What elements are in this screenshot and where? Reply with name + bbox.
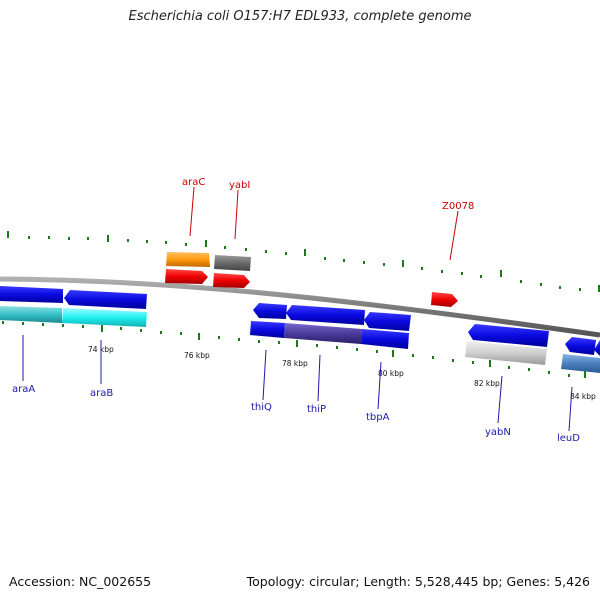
feature-tbpa-cog — [361, 329, 409, 349]
feature-araa-cds — [0, 286, 63, 303]
feature-yabn-cog — [465, 341, 547, 365]
inner-tick-ring — [2, 321, 586, 378]
tick-label-84kbp: 84 kbp — [570, 392, 596, 401]
gene-label-arac: araC — [182, 177, 205, 188]
gene-label-leud: leuD — [557, 433, 580, 444]
feature-leud-cog — [561, 354, 600, 373]
feature-z0078-cds — [431, 292, 458, 307]
feature-thip-cds — [286, 305, 365, 325]
reverse-cog-track — [0, 306, 600, 373]
gene-label-araa: araA — [12, 384, 35, 395]
feature-leuc-cds — [594, 340, 600, 356]
genome-backbone — [0, 276, 600, 338]
accession-text: Accession: NC_002655 — [9, 574, 152, 589]
gene-label-arab: araB — [90, 388, 113, 399]
feature-tbpa-cds — [364, 312, 411, 331]
feature-thiq-cds — [253, 303, 287, 319]
gene-label-thiq: thiQ — [251, 402, 272, 413]
genome-stats-text: Topology: circular; Length: 5,528,445 bp… — [246, 574, 590, 589]
map-title: Escherichia coli O157:H7 EDL933, complet… — [128, 9, 472, 24]
tick-label-82kbp: 82 kbp — [474, 379, 500, 388]
reverse-gene-labels: araA araB thiQ thiP tbpA yabN leuD — [12, 384, 580, 444]
feature-yabi-cds — [213, 273, 250, 288]
feature-araa-cog — [0, 306, 62, 323]
tick-label-78kbp: 78 kbp — [282, 359, 308, 368]
feature-yabi-cog — [214, 255, 251, 271]
gene-label-z0078: Z0078 — [442, 201, 474, 212]
feature-thip-cog — [284, 323, 362, 344]
feature-leud-cds — [565, 337, 596, 355]
forward-cog-track — [166, 252, 251, 271]
tick-label-80kbp: 80 kbp — [378, 369, 404, 378]
forward-gene-labels: araC yabI Z0078 — [182, 177, 474, 212]
feature-arab-cog — [62, 308, 147, 327]
gene-label-yabn: yabN — [485, 427, 511, 438]
forward-cds-track — [165, 269, 458, 307]
feature-yabn-cds — [468, 324, 549, 347]
feature-arab-cds — [64, 290, 147, 309]
reverse-cds-track — [0, 286, 600, 356]
gene-label-yabi: yabI — [229, 180, 250, 191]
feature-arac-cds — [165, 269, 208, 284]
outer-tick-ring — [7, 231, 600, 292]
reverse-label-leaders — [22, 335, 573, 432]
tick-label-76kbp: 76 kbp — [184, 351, 210, 360]
feature-thiq-cog — [250, 321, 285, 338]
gene-label-tbpa: tbpA — [366, 412, 390, 423]
gene-label-thip: thiP — [307, 404, 326, 415]
feature-arac-cog — [166, 252, 210, 267]
forward-label-leaders — [189, 186, 459, 261]
